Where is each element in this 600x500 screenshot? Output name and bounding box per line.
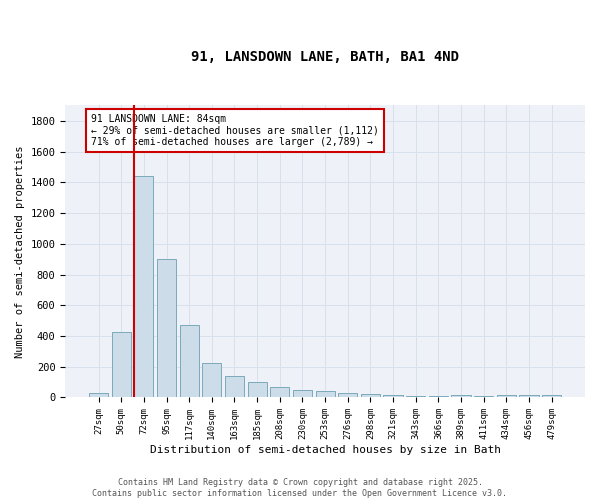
Bar (225, 376, 244, 398)
Bar (474, 396, 493, 398)
Bar (202, 363, 221, 398)
Bar (270, 388, 289, 398)
Bar (542, 396, 562, 398)
Bar (112, 332, 131, 398)
Bar (429, 396, 448, 398)
Bar (179, 325, 199, 398)
Bar (383, 395, 403, 398)
Bar (406, 396, 425, 398)
Bar (134, 176, 154, 398)
Bar (361, 394, 380, 398)
Bar (157, 259, 176, 398)
Bar (451, 395, 471, 398)
Bar (497, 396, 516, 398)
X-axis label: Distribution of semi-detached houses by size in Bath: Distribution of semi-detached houses by … (149, 445, 500, 455)
Bar (316, 390, 335, 398)
Y-axis label: Number of semi-detached properties: Number of semi-detached properties (15, 145, 25, 358)
Bar (248, 382, 267, 398)
Text: 91 LANSDOWN LANE: 84sqm
← 29% of semi-detached houses are smaller (1,112)
71% of: 91 LANSDOWN LANE: 84sqm ← 29% of semi-de… (91, 114, 379, 148)
Bar (338, 393, 358, 398)
Title: 91, LANSDOWN LANE, BATH, BA1 4ND: 91, LANSDOWN LANE, BATH, BA1 4ND (191, 50, 459, 64)
Text: Contains HM Land Registry data © Crown copyright and database right 2025.
Contai: Contains HM Land Registry data © Crown c… (92, 478, 508, 498)
Bar (520, 396, 539, 398)
Bar (89, 393, 108, 398)
Bar (293, 390, 312, 398)
